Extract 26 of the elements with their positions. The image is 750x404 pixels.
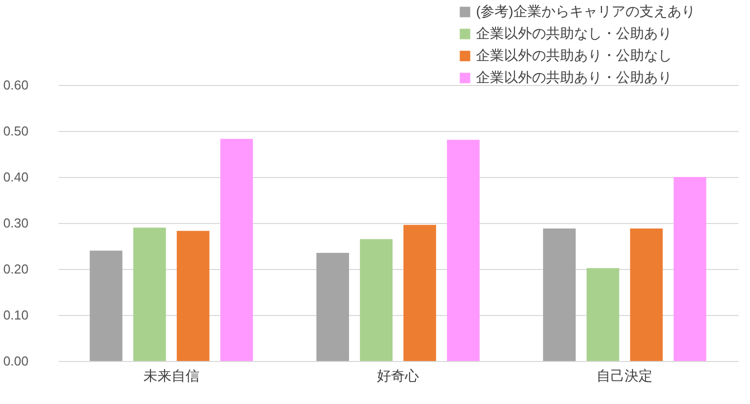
y-tick-label: 0.50 xyxy=(3,124,28,138)
bar xyxy=(316,252,350,361)
x-tick-label: 好奇心 xyxy=(377,368,419,384)
bar xyxy=(674,177,706,361)
y-tick-label: 0.60 xyxy=(3,78,28,92)
legend-label: 企業以外の共助あり・公助なし xyxy=(476,47,672,63)
bar xyxy=(220,138,253,361)
x-tick-label: 自己決定 xyxy=(596,368,653,384)
x-tick-label: 未来自信 xyxy=(143,368,200,384)
bar xyxy=(403,224,436,361)
bar xyxy=(543,228,576,361)
bar xyxy=(630,228,663,361)
y-tick-label: 0.20 xyxy=(3,262,28,276)
y-tick-label: 0.40 xyxy=(3,170,28,184)
legend-label: 企業以外の共助なし・公助あり xyxy=(476,25,672,41)
bar xyxy=(176,230,210,361)
legend-label: 企業以外の共助あり・公助あり xyxy=(476,69,672,85)
legend-label: (参考)企業からキャリアの支えあり xyxy=(476,3,696,19)
y-tick-label: 0.30 xyxy=(3,216,28,230)
bar xyxy=(586,268,620,361)
bar xyxy=(360,239,393,361)
bar xyxy=(90,250,122,361)
y-tick-label: 0.00 xyxy=(3,354,28,368)
y-tick-label: 0.10 xyxy=(3,308,28,322)
bar xyxy=(446,140,480,361)
bar xyxy=(133,228,166,361)
